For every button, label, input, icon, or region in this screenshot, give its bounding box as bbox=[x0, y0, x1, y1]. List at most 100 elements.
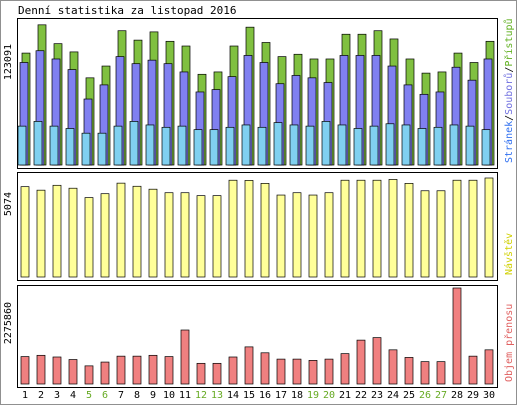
bar-2-25 bbox=[404, 357, 414, 385]
panel-2: 5074 Návštěv bbox=[3, 172, 515, 281]
bar-stránek-20 bbox=[321, 121, 331, 166]
bar-2-5 bbox=[84, 365, 94, 385]
bar-2-20 bbox=[324, 358, 334, 385]
bar-1-6 bbox=[100, 193, 110, 278]
bar-2-24 bbox=[388, 349, 398, 385]
x-tick-label-20: 20 bbox=[323, 390, 335, 401]
bar-1-27 bbox=[436, 190, 446, 278]
bar-2-2 bbox=[36, 354, 46, 385]
bar-1-16 bbox=[260, 183, 270, 278]
bar-1-25 bbox=[404, 183, 414, 278]
panel-frame bbox=[17, 18, 498, 169]
bar-2-19 bbox=[308, 360, 318, 385]
bar-2-21 bbox=[340, 353, 350, 385]
bar-2-6 bbox=[100, 361, 110, 385]
bar-stránek-21 bbox=[337, 124, 347, 166]
x-tick-label-22: 22 bbox=[355, 390, 367, 401]
bar-2-14 bbox=[228, 356, 238, 385]
bar-1-8 bbox=[132, 185, 142, 278]
bar-2-15 bbox=[244, 346, 254, 385]
bar-stránek-8 bbox=[129, 121, 139, 166]
x-tick-label-5: 5 bbox=[86, 390, 92, 401]
x-tick-label-21: 21 bbox=[339, 390, 351, 401]
bar-stránek-9 bbox=[145, 124, 155, 166]
bar-1-1 bbox=[20, 186, 30, 278]
bar-1-4 bbox=[68, 187, 78, 278]
chart-title: Denní statistika za listopad 2016 bbox=[18, 4, 237, 17]
bar-2-22 bbox=[356, 339, 366, 385]
bar-stránek-2 bbox=[33, 121, 43, 166]
bar-1-17 bbox=[276, 194, 286, 278]
bar-2-1 bbox=[20, 356, 30, 385]
bar-stránek-17 bbox=[273, 122, 283, 166]
panel-3-max-label: 2275860 bbox=[3, 302, 14, 344]
x-tick-label-1: 1 bbox=[22, 390, 28, 401]
bar-stránek-26 bbox=[417, 128, 427, 166]
bar-stránek-29 bbox=[465, 125, 475, 166]
bar-stránek-14 bbox=[225, 126, 235, 166]
bar-1-26 bbox=[420, 190, 430, 278]
x-tick-label-26: 26 bbox=[419, 390, 431, 401]
bar-1-2 bbox=[36, 189, 46, 278]
bar-1-15 bbox=[244, 180, 254, 278]
side-label-part: Souborů bbox=[503, 73, 515, 115]
bar-stránek-19 bbox=[305, 125, 315, 166]
panel-frame bbox=[17, 172, 498, 281]
bar-stránek-30 bbox=[481, 129, 491, 166]
panel-frame bbox=[17, 285, 498, 388]
bar-2-12 bbox=[196, 362, 206, 385]
x-tick-label-3: 3 bbox=[54, 390, 60, 401]
side-label-part: Objem přenosu bbox=[503, 304, 515, 382]
bar-2-9 bbox=[148, 354, 158, 385]
panel-2-side-label: Návštěv bbox=[503, 233, 515, 275]
bar-stránek-27 bbox=[433, 126, 443, 166]
bar-1-10 bbox=[164, 192, 174, 278]
bar-stránek-18 bbox=[289, 124, 299, 166]
x-tick-label-23: 23 bbox=[371, 390, 383, 401]
bar-stránek-13 bbox=[209, 129, 219, 166]
x-tick-label-18: 18 bbox=[291, 390, 303, 401]
x-tick-label-10: 10 bbox=[163, 390, 175, 401]
x-tick-label-14: 14 bbox=[227, 390, 239, 401]
x-tick-label-24: 24 bbox=[387, 390, 399, 401]
x-tick-label-2: 2 bbox=[38, 390, 44, 401]
bar-2-29 bbox=[468, 355, 478, 385]
panel-1-max-label: 123091 bbox=[3, 44, 14, 80]
x-tick-label-30: 30 bbox=[483, 390, 495, 401]
x-tick-label-25: 25 bbox=[403, 390, 415, 401]
bar-1-3 bbox=[52, 184, 62, 278]
bar-stránek-4 bbox=[65, 128, 75, 166]
bar-1-20 bbox=[324, 192, 334, 278]
bar-2-27 bbox=[436, 361, 446, 385]
bar-stránek-7 bbox=[113, 125, 123, 166]
x-tick-label-4: 4 bbox=[70, 390, 76, 401]
x-tick-label-27: 27 bbox=[435, 390, 447, 401]
bar-2-3 bbox=[52, 356, 62, 385]
bar-2-23 bbox=[372, 337, 382, 385]
x-tick-label-13: 13 bbox=[211, 390, 223, 401]
bar-1-13 bbox=[212, 195, 222, 278]
bar-1-28 bbox=[452, 179, 462, 278]
x-tick-label-6: 6 bbox=[102, 390, 108, 401]
panel-3-side-label: Objem přenosu bbox=[503, 304, 515, 382]
bar-stránek-5 bbox=[81, 132, 91, 166]
bar-2-18 bbox=[292, 358, 302, 385]
x-tick-label-28: 28 bbox=[451, 390, 463, 401]
bar-2-16 bbox=[260, 352, 270, 385]
x-tick-label-8: 8 bbox=[134, 390, 140, 401]
bar-1-23 bbox=[372, 179, 382, 278]
bar-1-21 bbox=[340, 179, 350, 278]
bar-1-7 bbox=[116, 182, 126, 278]
panel-2-max-label: 5074 bbox=[3, 192, 14, 216]
bar-1-19 bbox=[308, 194, 318, 278]
bar-stránek-6 bbox=[97, 132, 107, 166]
bar-stránek-12 bbox=[193, 129, 203, 166]
side-label-part: Přístupů bbox=[503, 18, 515, 66]
bar-1-30 bbox=[484, 177, 494, 278]
side-label-part: / bbox=[504, 115, 515, 121]
side-label-part: Návštěv bbox=[503, 233, 515, 275]
bar-stránek-16 bbox=[257, 126, 267, 166]
x-tick-label-11: 11 bbox=[179, 390, 191, 401]
bar-stránek-1 bbox=[17, 125, 27, 166]
